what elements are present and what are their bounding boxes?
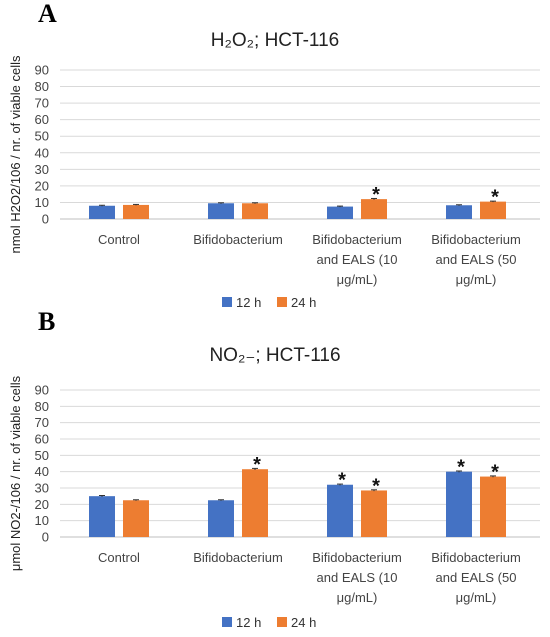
y-tick-label: 50 <box>35 129 49 144</box>
legend-swatch <box>222 297 232 307</box>
y-tick-label: 0 <box>42 530 49 545</box>
category-label: Control <box>98 550 140 565</box>
significance-marker: * <box>491 462 499 484</box>
y-tick-label: 60 <box>35 112 49 127</box>
y-tick-label: 10 <box>35 513 49 528</box>
y-tick-label: 60 <box>35 432 49 447</box>
bar-24h-4 <box>480 201 506 219</box>
legend-entry: 24 h <box>291 295 316 310</box>
y-tick-label: 30 <box>35 481 49 496</box>
bar-12h-1 <box>89 496 115 537</box>
y-tick-label: 20 <box>35 178 49 193</box>
category-label: Control <box>98 232 140 247</box>
legend-entry: 12 h <box>236 615 261 630</box>
panel-label: A <box>38 0 57 28</box>
category-label: Bifidobacterium <box>193 550 283 565</box>
y-tick-label: 30 <box>35 162 49 177</box>
category-label: μg/mL) <box>337 272 378 287</box>
legend-swatch <box>277 617 287 627</box>
category-label: Bifidobacterium <box>312 232 402 247</box>
bar-12h-3 <box>327 206 353 219</box>
category-label: Bifidobacterium <box>193 232 283 247</box>
y-tick-label: 80 <box>35 79 49 94</box>
significance-marker: * <box>372 184 380 206</box>
y-tick-label: 70 <box>35 415 49 430</box>
category-label: μg/mL) <box>456 590 497 605</box>
category-label: and EALS (10 <box>317 570 398 585</box>
significance-marker: * <box>253 454 261 476</box>
significance-marker: * <box>338 470 346 492</box>
y-axis-label: μmol NO2-/106 / nr. of viable cells <box>8 375 23 571</box>
y-axis-label: nmol H2O2/106 / nr. of viable cells <box>8 55 23 253</box>
bar-24h-3 <box>361 199 387 219</box>
bar-12h-1 <box>89 205 115 219</box>
significance-marker: * <box>491 187 499 209</box>
legend-entry: 24 h <box>291 615 316 630</box>
category-label: and EALS (50 <box>436 252 517 267</box>
y-tick-label: 10 <box>35 195 49 210</box>
significance-marker: * <box>457 457 465 479</box>
y-tick-label: 50 <box>35 448 49 463</box>
category-label: and EALS (10 <box>317 252 398 267</box>
category-label: μg/mL) <box>337 590 378 605</box>
legend-swatch <box>277 297 287 307</box>
legend-swatch <box>222 617 232 627</box>
chart-title: NO₂₋; HCT-116 <box>209 345 340 366</box>
y-tick-label: 40 <box>35 464 49 479</box>
chart-title: H₂O₂; HCT-116 <box>211 30 339 51</box>
y-tick-label: 40 <box>35 145 49 160</box>
y-tick-label: 20 <box>35 497 49 512</box>
y-tick-label: 0 <box>42 212 49 227</box>
panel-label: B <box>38 307 55 336</box>
bar-24h-2 <box>242 203 268 219</box>
bar-12h-4 <box>446 205 472 219</box>
category-label: Bifidobacterium <box>431 550 521 565</box>
bar-24h-1 <box>123 500 149 537</box>
bar-24h-3 <box>361 490 387 537</box>
bar-12h-2 <box>208 203 234 219</box>
category-label: Bifidobacterium <box>431 232 521 247</box>
y-tick-label: 80 <box>35 399 49 414</box>
bar-24h-1 <box>123 204 149 219</box>
bar-24h-4 <box>480 476 506 537</box>
bar-12h-2 <box>208 500 234 537</box>
category-label: and EALS (50 <box>436 570 517 585</box>
category-label: μg/mL) <box>456 272 497 287</box>
significance-marker: * <box>372 475 380 497</box>
y-tick-label: 90 <box>35 63 49 78</box>
bar-24h-2 <box>242 469 268 537</box>
bar-12h-4 <box>446 471 472 537</box>
bar-12h-3 <box>327 484 353 537</box>
legend-entry: 12 h <box>236 295 261 310</box>
y-tick-label: 70 <box>35 96 49 111</box>
category-label: Bifidobacterium <box>312 550 402 565</box>
y-tick-label: 90 <box>35 383 49 398</box>
